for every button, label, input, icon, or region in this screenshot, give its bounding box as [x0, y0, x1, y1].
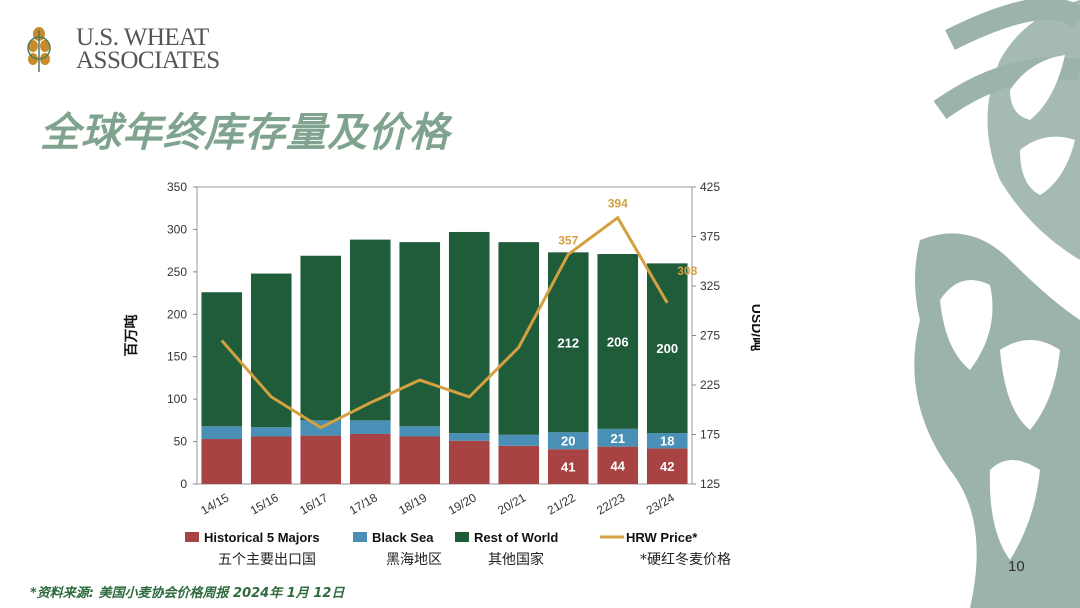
bar-data-label: 44	[611, 458, 626, 473]
bar-rest-of-world	[201, 292, 243, 427]
source-note: *资料来源: 美国小麦协会价格周报 2024年 1月 12日	[30, 586, 345, 601]
y-tick-label: 350	[167, 180, 187, 194]
bar-data-label: 41	[561, 460, 575, 475]
bar-data-label: 212	[557, 335, 579, 350]
bar-rest-of-world	[597, 254, 639, 429]
y-tick-label: 50	[174, 435, 188, 449]
price-data-label: 357	[558, 233, 578, 247]
bar-rest-of-world	[300, 255, 342, 421]
us-wheat-associates-logo: U.S. WHEAT ASSOCIATES	[22, 25, 220, 76]
logo-line-2: ASSOCIATES	[76, 47, 220, 74]
page-number: 10	[1008, 558, 1025, 575]
legend-sublabel: 黑海地区	[386, 552, 442, 568]
legend-sublabel: 其他国家	[488, 551, 544, 568]
bar-historical-5-majors	[300, 435, 342, 484]
bar-historical-5-majors	[399, 436, 441, 484]
bar-rest-of-world	[399, 242, 441, 427]
bar-historical-5-majors	[547, 449, 589, 484]
bar-historical-5-majors	[498, 445, 540, 484]
bar-black-sea	[349, 420, 391, 434]
y-tick-label: 0	[180, 477, 187, 491]
bar-historical-5-majors	[597, 446, 639, 484]
y-tick-label: 300	[167, 222, 187, 236]
legend-sublabel: *硬红冬麦价格	[640, 552, 731, 568]
price-data-label: 308	[677, 264, 697, 278]
x-tick-label: 15/16	[248, 490, 281, 517]
y-tick-label: 200	[167, 307, 187, 321]
y-tick-label: 100	[167, 392, 187, 406]
bar-rest-of-world	[349, 239, 391, 421]
y2-tick-label: 175	[700, 428, 720, 442]
y2-tick-label: 225	[700, 378, 720, 392]
bar-data-label: 206	[607, 334, 629, 349]
legend-sublabel: 五个主要出口国	[218, 552, 316, 568]
x-tick-label: 14/15	[198, 490, 231, 517]
wheat-logo-icon	[27, 27, 51, 72]
decorative-globe-hand	[914, 0, 1080, 608]
bar-historical-5-majors	[201, 439, 243, 484]
bar-black-sea	[646, 433, 688, 449]
bar-rest-of-world	[448, 231, 490, 434]
bar-historical-5-majors	[646, 448, 688, 484]
x-tick-label: 21/22	[545, 490, 578, 517]
x-tick-label: 23/24	[644, 490, 677, 517]
legend-swatch	[185, 532, 199, 542]
stocks-price-chart: 0 50 100 150 200 250 300 350 125 175 225 275 325 375 4…	[123, 180, 760, 568]
bar-rest-of-world	[250, 273, 292, 428]
bar-historical-5-majors	[250, 436, 292, 484]
y-tick-label: 150	[167, 350, 187, 364]
bar-data-label: 18	[660, 434, 674, 449]
legend-label: Black Sea	[372, 530, 434, 545]
legend-label: HRW Price*	[626, 530, 698, 545]
logo-line-1: U.S. WHEAT	[76, 24, 209, 51]
x-tick-label: 16/17	[297, 490, 330, 517]
legend-label: Historical 5 Majors	[204, 530, 320, 545]
bar-black-sea	[498, 434, 540, 446]
y2-axis-title: USD/吨	[749, 304, 760, 351]
bar-black-sea	[597, 428, 639, 447]
bar-data-label: 20	[561, 434, 575, 449]
bar-rest-of-world	[498, 242, 540, 435]
bar-historical-5-majors	[448, 440, 490, 484]
y2-tick-label: 425	[700, 180, 720, 194]
y-axis-title: 百万吨	[123, 315, 139, 357]
legend-swatch	[353, 532, 367, 542]
x-tick-label: 18/19	[396, 490, 429, 517]
x-tick-label: 19/20	[446, 490, 479, 517]
legend-label: Rest of World	[474, 530, 558, 545]
x-tick-label: 17/18	[347, 490, 380, 517]
bar-historical-5-majors	[349, 433, 391, 484]
y2-tick-label: 375	[700, 230, 720, 244]
y2-tick-label: 275	[700, 329, 720, 343]
y2-tick-label: 325	[700, 279, 720, 293]
legend-swatch	[455, 532, 469, 542]
hrw-price-line	[220, 215, 669, 430]
bar-data-label: 200	[656, 341, 678, 356]
slide-title: 全球年终库存量及价格	[40, 110, 450, 156]
bar-rest-of-world	[646, 263, 688, 434]
bar-black-sea	[448, 433, 490, 441]
bar-data-label: 21	[611, 431, 625, 446]
y2-tick-label: 125	[700, 477, 720, 491]
y-tick-label: 250	[167, 265, 187, 279]
bar-black-sea	[547, 432, 589, 450]
bar-black-sea	[201, 426, 243, 440]
x-tick-label: 22/23	[594, 490, 627, 517]
bar-black-sea	[399, 426, 441, 437]
price-data-label: 394	[608, 197, 628, 211]
bar-black-sea	[250, 427, 292, 437]
x-tick-label: 20/21	[495, 490, 528, 517]
bar-data-label: 42	[660, 459, 674, 474]
